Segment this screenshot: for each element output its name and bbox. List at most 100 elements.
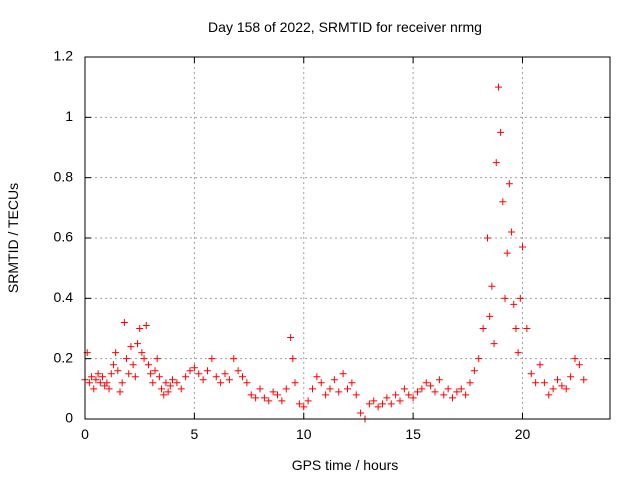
chart-title: Day 158 of 2022, SRMTID for receiver nrm… <box>208 19 482 35</box>
data-point <box>252 394 260 402</box>
data-point <box>300 403 308 411</box>
data-point <box>138 349 146 357</box>
y-tick-label: 0.2 <box>54 349 74 365</box>
data-point <box>230 355 238 363</box>
data-point <box>105 385 113 393</box>
data-point <box>344 385 351 393</box>
data-point <box>453 388 461 396</box>
data-point <box>107 370 115 378</box>
data-point <box>405 391 413 399</box>
data-point <box>221 370 229 378</box>
data-point <box>379 400 386 408</box>
data-point <box>166 382 174 390</box>
data-point <box>212 373 220 381</box>
data-point <box>243 379 251 387</box>
x-tick-label: 20 <box>515 426 531 442</box>
data-point <box>567 373 575 381</box>
data-point <box>484 234 491 242</box>
data-point <box>88 373 96 381</box>
data-point <box>195 370 203 378</box>
data-point <box>540 379 548 387</box>
data-point <box>516 294 524 302</box>
data-point <box>510 300 518 308</box>
data-point <box>418 385 426 393</box>
data-point <box>151 367 159 375</box>
data-point <box>103 379 111 387</box>
data-point <box>153 355 161 363</box>
data-point <box>499 198 507 206</box>
data-point <box>527 370 535 378</box>
data-point <box>116 388 124 396</box>
data-point <box>575 361 583 369</box>
data-point <box>291 379 299 387</box>
data-point <box>466 379 474 387</box>
data-point <box>136 325 144 332</box>
y-tick-label: 0.8 <box>54 168 74 184</box>
data-point <box>199 376 207 384</box>
x-tick-label: 15 <box>405 426 421 442</box>
data-point <box>94 370 102 378</box>
data-point <box>225 376 233 384</box>
y-tick-label: 0.4 <box>54 289 74 305</box>
data-point <box>387 400 395 408</box>
data-point <box>204 367 211 375</box>
data-point <box>503 249 511 257</box>
data-point <box>505 180 513 188</box>
data-point <box>545 391 553 399</box>
data-point <box>313 373 321 381</box>
data-point <box>177 385 185 393</box>
y-tick-label: 0.6 <box>54 229 74 245</box>
data-point <box>217 379 225 387</box>
data-point <box>127 343 135 351</box>
data-point <box>392 391 400 399</box>
data-point <box>304 397 312 405</box>
data-point <box>348 379 356 387</box>
data-point <box>422 379 430 387</box>
data-point <box>512 325 520 332</box>
data-point <box>549 385 557 393</box>
data-point <box>519 243 526 251</box>
data-point <box>309 385 316 393</box>
data-point <box>289 355 297 363</box>
data-point <box>330 376 338 384</box>
data-point <box>370 397 378 405</box>
data-point <box>440 391 448 399</box>
data-point <box>85 379 93 387</box>
data-point <box>400 385 408 393</box>
data-point <box>164 388 172 396</box>
data-point <box>571 355 579 363</box>
data-point <box>497 128 505 136</box>
data-point <box>120 318 128 326</box>
y-tick-label: 1.2 <box>54 48 74 64</box>
data-point <box>114 367 122 375</box>
data-point <box>532 379 540 387</box>
data-point <box>488 282 496 290</box>
data-point <box>131 373 139 381</box>
data-point <box>140 355 148 363</box>
data-point <box>409 394 417 402</box>
data-point <box>490 340 498 348</box>
data-point <box>435 376 443 384</box>
data-point <box>160 391 168 399</box>
data-point <box>162 379 170 387</box>
data-point <box>118 379 126 387</box>
data-point <box>383 394 391 402</box>
data-point <box>147 370 155 378</box>
data-point <box>374 403 382 411</box>
data-point <box>269 388 277 396</box>
data-point <box>260 394 268 402</box>
data-point <box>112 349 120 357</box>
data-point <box>462 391 470 399</box>
data-point <box>149 379 157 387</box>
x-tick-label: 10 <box>296 426 312 442</box>
data-point <box>109 361 117 369</box>
data-points <box>81 83 588 423</box>
y-axis-label: SRMTID / TECUs <box>5 183 21 293</box>
data-point <box>427 382 435 390</box>
data-point <box>129 361 137 369</box>
y-axis-ticks: 0 0.2 0.4 0.6 0.8 1 1.2 <box>54 48 610 426</box>
data-point <box>486 312 494 320</box>
data-point <box>494 83 502 91</box>
data-point <box>134 340 141 348</box>
